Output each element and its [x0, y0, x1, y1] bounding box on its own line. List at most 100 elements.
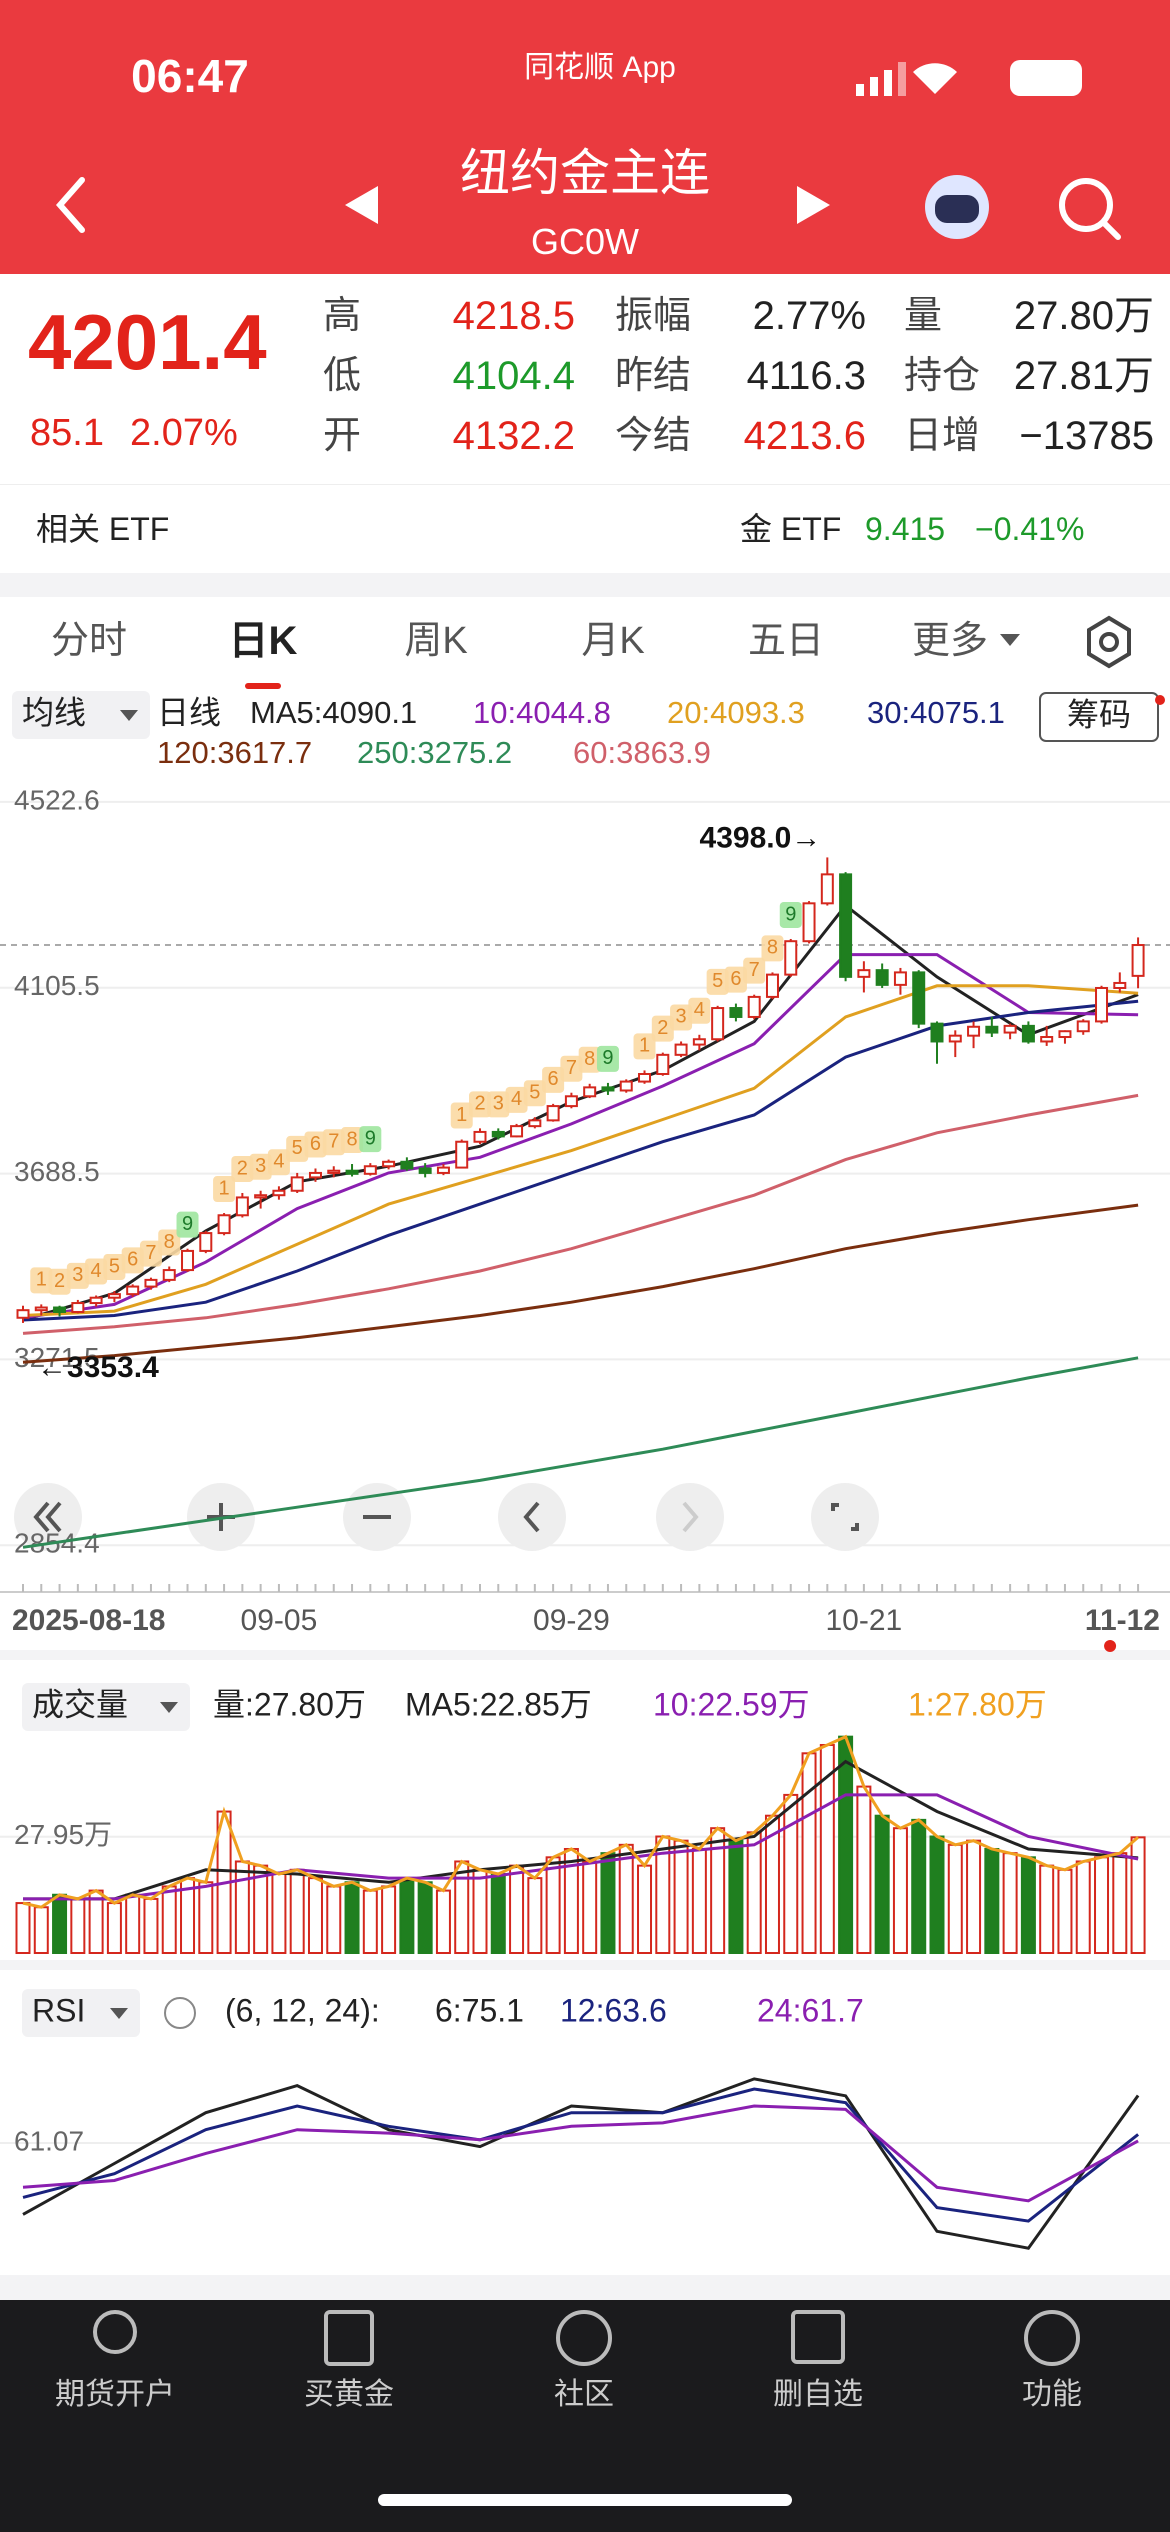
td-badge	[505, 1086, 528, 1113]
menu-button[interactable]	[22, 1683, 190, 1731]
tab[interactable]: 更多	[911, 620, 989, 662]
td-count: 4	[273, 1151, 284, 1173]
td-badge	[743, 957, 766, 984]
nav-label[interactable]: 功能	[1022, 2378, 1082, 2411]
td-count: 5	[292, 1137, 303, 1159]
scroll-left[interactable]	[498, 1483, 566, 1551]
volume-bar	[691, 1847, 707, 1954]
stat-value: 4132.2	[452, 414, 575, 458]
td-badge	[304, 1131, 327, 1158]
td-count: 8	[584, 1048, 595, 1070]
stat-value: 4218.5	[452, 294, 575, 338]
tab[interactable]: 月K	[581, 620, 645, 662]
help-icon[interactable]	[164, 1997, 196, 2029]
candle-body	[601, 1086, 615, 1092]
separator	[0, 573, 1170, 597]
tab-active[interactable]: 日K	[228, 619, 298, 663]
candle-body	[1095, 986, 1109, 1023]
candle-body	[491, 1130, 505, 1138]
change: 85.1	[30, 412, 104, 454]
stat-label: 振幅	[615, 295, 692, 337]
menu-button[interactable]	[12, 691, 150, 739]
candle-body	[144, 1278, 158, 1288]
volume-bar	[1057, 1868, 1073, 1955]
candle-body	[16, 1309, 30, 1319]
candle-body	[126, 1285, 140, 1296]
nav-label[interactable]: 社区	[554, 2378, 614, 2411]
candle-body	[455, 1140, 469, 1169]
volume-bar	[454, 1860, 470, 1954]
tab[interactable]: 五日	[747, 620, 825, 662]
candle-body	[747, 995, 761, 1018]
candle-body	[674, 1043, 688, 1056]
rsi-line	[22, 2104, 1139, 2203]
etf-row[interactable]: 相关 ETF 金 ETF 9.415 −0.41%	[0, 484, 1170, 574]
volume-bar	[856, 1785, 872, 1954]
td-badge	[633, 1033, 656, 1060]
y-tick-label: 3688.5	[14, 1156, 100, 1187]
chart-controls	[14, 1483, 879, 1551]
candle-body	[254, 1194, 268, 1199]
volume-bar	[911, 1818, 927, 1955]
settings-icon[interactable]	[1087, 615, 1131, 669]
volume-bar	[984, 1847, 1000, 1954]
home-indicator	[378, 2494, 792, 2506]
tab[interactable]: 分时	[50, 620, 128, 662]
rsi-legend: 12:63.6	[560, 1992, 667, 2028]
td-count: 4	[694, 999, 705, 1021]
td-badge	[249, 1153, 272, 1180]
td-badge	[85, 1258, 108, 1285]
menu-label: RSI	[32, 1992, 85, 2028]
candle-body	[400, 1160, 414, 1170]
tab-underline	[245, 683, 281, 689]
scroll-right[interactable]	[656, 1483, 724, 1551]
menu-button[interactable]	[22, 1989, 140, 2037]
more-caret	[1000, 634, 1020, 646]
volume-bar	[435, 1889, 451, 1955]
header: 06:47 同花顺 App 27 纽约金主连 GC0W	[0, 0, 1170, 274]
candle-body	[327, 1169, 341, 1174]
volume-ma-legend: MA5:22.85万	[405, 1686, 592, 1722]
volume-bar	[618, 1843, 634, 1954]
ma-legend: MA5:4090.1	[250, 695, 417, 730]
ma-legend: 10:4044.8	[473, 695, 611, 730]
period: 日线	[157, 694, 221, 730]
td-badge	[66, 1262, 89, 1289]
td-badge	[670, 1004, 693, 1031]
fullscreen[interactable]	[811, 1483, 879, 1551]
candle-body	[89, 1296, 103, 1305]
extreme-label: ←3353.4	[37, 1351, 159, 1384]
td-badge	[523, 1080, 546, 1107]
volume-bar	[307, 1877, 323, 1954]
td-count: 2	[54, 1270, 65, 1292]
td-badge	[341, 1127, 364, 1154]
ma-legend: 30:4075.1	[867, 695, 1005, 730]
volume-bar	[545, 1856, 561, 1955]
td-count: 6	[127, 1249, 138, 1271]
chip-button[interactable]	[1039, 692, 1159, 742]
candle-body	[564, 1095, 578, 1108]
td-badge	[450, 1102, 473, 1129]
candle-body	[510, 1125, 524, 1138]
candle-body	[820, 873, 834, 905]
volume-legend: 量:27.80万	[213, 1686, 366, 1722]
nav-label[interactable]: 期货开户	[55, 2378, 175, 2411]
stat-value: 27.81万	[1013, 354, 1154, 398]
rsi-line	[22, 2087, 1140, 2223]
stat-value: 4213.6	[743, 414, 866, 458]
volume-bar	[52, 1893, 68, 1955]
quote-panel: 4201.4 85.1 2.07% 高 4218.5 振幅 2.77% 量 27…	[0, 274, 1170, 484]
candle-body	[272, 1189, 286, 1197]
candle-body	[34, 1306, 48, 1312]
header-icons	[56, 177, 1121, 240]
tab[interactable]: 周K	[404, 620, 468, 662]
nav-label[interactable]: 删自选	[773, 2378, 863, 2411]
nav-label[interactable]: 买黄金	[304, 2378, 394, 2411]
stat-label: 持仓	[904, 355, 981, 397]
candle-body	[382, 1160, 396, 1168]
extreme-label: 4398.0→	[700, 821, 822, 854]
candle-body	[765, 973, 779, 998]
ma-line	[22, 953, 1139, 1320]
